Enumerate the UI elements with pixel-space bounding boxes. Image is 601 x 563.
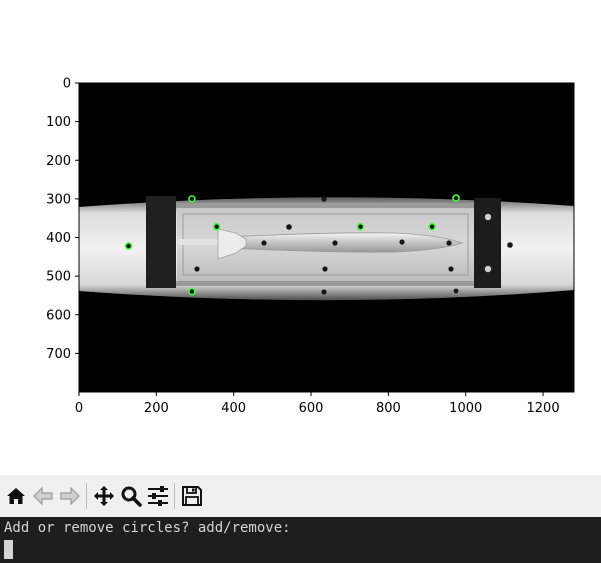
detected-circle-marker[interactable] (356, 222, 365, 231)
terminal-prompt: Add or remove circles? add/remove: (4, 520, 291, 536)
detected-circle-marker[interactable] (124, 242, 133, 250)
y-tick-label: 500 (46, 270, 71, 285)
detected-circle-marker[interactable] (428, 222, 436, 231)
detected-circle-marker[interactable] (452, 194, 460, 202)
terminal-panel: Add or remove circles? add/remove: (0, 517, 601, 563)
y-tick-label: 100 (46, 115, 71, 130)
magnifier-icon (121, 486, 142, 507)
toolbar-separator (86, 483, 87, 509)
y-tick-label: 600 (46, 308, 71, 323)
x-tick-label: 200 (144, 401, 169, 416)
home-icon (6, 488, 25, 504)
home-button[interactable] (3, 481, 28, 511)
x-tick-label: 1200 (527, 401, 560, 416)
forward-button[interactable] (57, 481, 82, 511)
sliders-icon (147, 486, 168, 506)
x-tick-label: 0 (75, 401, 83, 416)
y-tick-label: 300 (46, 192, 71, 207)
toolbar-separator (174, 483, 175, 509)
y-axis: 0 100 200 300 400 500 600 700 (46, 77, 79, 362)
zoom-button[interactable] (118, 481, 143, 511)
detected-circle-marker[interactable] (212, 222, 221, 231)
arrow-right-icon (59, 486, 80, 506)
detected-circles (124, 194, 460, 296)
x-tick-label: 800 (376, 401, 401, 416)
configure-subplots-button[interactable] (145, 481, 170, 511)
arrow-left-icon (32, 486, 53, 506)
camera-image (79, 83, 574, 392)
move-icon (93, 486, 114, 506)
matplotlib-figure: 0 200 400 600 800 1000 1200 0 100 200 300 400 500 60… (0, 0, 601, 475)
detected-circle-marker[interactable] (188, 195, 196, 203)
terminal-input[interactable] (4, 539, 597, 559)
y-tick-label: 700 (46, 347, 71, 362)
y-tick-label: 400 (46, 231, 71, 246)
text-cursor (4, 539, 13, 559)
x-tick-label: 600 (299, 401, 324, 416)
pan-button[interactable] (91, 481, 116, 511)
y-tick-label: 0 (63, 77, 71, 92)
x-tick-label: 400 (221, 401, 246, 416)
x-tick-label: 1000 (449, 401, 482, 416)
plot-canvas[interactable]: 0 200 400 600 800 1000 1200 0 100 200 300 400 500 60… (0, 0, 601, 475)
y-tick-label: 200 (46, 154, 71, 169)
detected-circle-marker[interactable] (188, 287, 196, 296)
x-axis: 0 200 400 600 800 1000 1200 (75, 392, 560, 416)
floppy-icon (181, 486, 202, 506)
plot-toolbar (0, 475, 601, 517)
back-button[interactable] (30, 481, 55, 511)
save-button[interactable] (179, 481, 204, 511)
